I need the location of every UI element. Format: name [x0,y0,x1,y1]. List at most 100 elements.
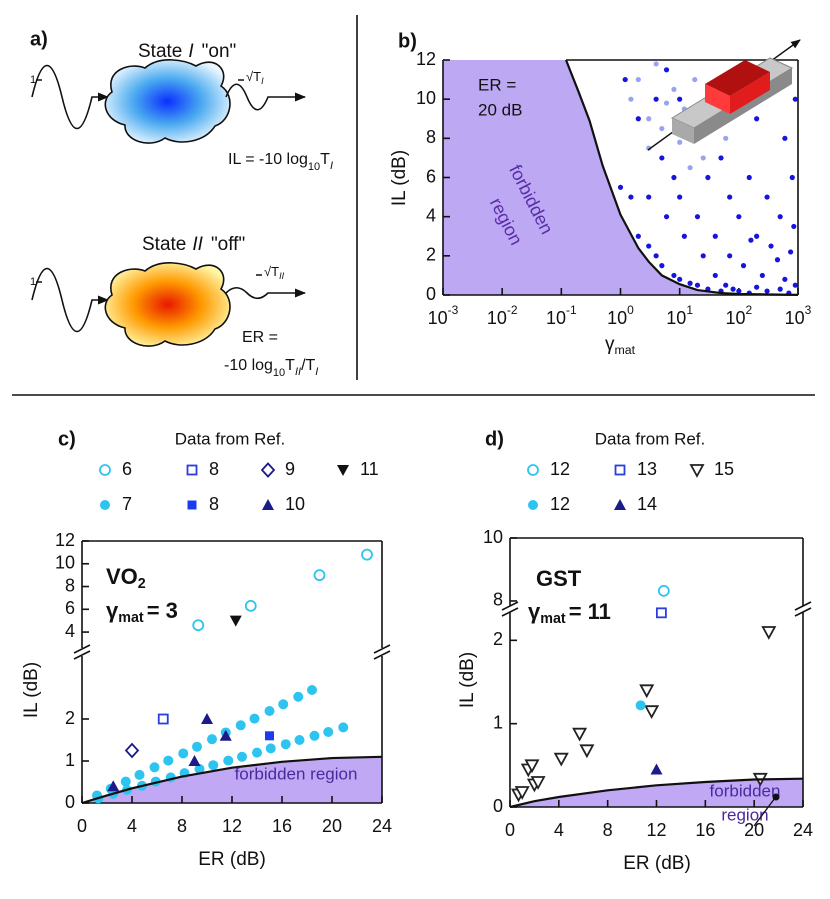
data-point [788,249,794,255]
y-tick-label: 6 [65,598,75,618]
y-axis-label: IL (dB) [21,662,42,718]
annotation: VO2 [106,564,146,592]
x-tick-base: 10 [487,308,507,328]
data-point [646,243,652,249]
x-tick-exponent: -3 [448,303,459,317]
x-tick-label: 10-2 [487,303,518,328]
pcm-front [705,84,730,114]
data-point [694,214,701,220]
annotation: GST [536,566,582,591]
legend-label: 11 [360,459,379,479]
x-tick-label: 0 [505,820,515,840]
axis-break [794,601,812,611]
x-tick-label: 102 [725,303,752,328]
data-point [692,76,698,83]
forbidden-area [443,60,798,295]
annotation-text: γ [106,598,119,623]
input-wave [31,267,108,333]
legend-label: 15 [714,459,734,479]
x-axis-label-text: γ [605,334,615,355]
data-point [639,684,655,699]
x-axis-label: ER (dB) [623,853,691,874]
y-axis-label: IL (dB) [457,652,478,708]
x-tick-label: 8 [177,816,187,836]
output: √T [264,264,279,279]
x-tick-label: 20 [322,816,342,836]
y-tick-label: 0 [493,796,503,816]
x-tick-label: 24 [372,816,392,836]
data-point [646,145,652,151]
data-point [149,762,160,773]
data-point [323,727,334,738]
forbidden-boundary [564,59,799,297]
data-point [223,755,234,766]
data-point [530,776,546,790]
data-point [252,747,262,758]
formula-sub: 10 [273,367,285,379]
panel-label: a) [30,28,48,50]
data-point [671,272,677,279]
state-numeral: II [192,234,203,255]
data-point [628,194,634,200]
x-axis-label: γmat [605,334,636,357]
data-point [644,705,660,720]
data-point [280,739,291,750]
output-sub: I [261,76,264,86]
data-point [192,741,202,752]
data-point [777,286,783,292]
x-tick-label: 0 [77,816,87,836]
data-point [617,184,624,190]
legend-title: Data from Ref. [175,429,286,448]
y-tick-label: 2 [426,245,436,265]
charts: 10-3 10-2 10-1 100 101 102 103024681012b)γmatI… [21,30,813,874]
x-tick-base: 10 [666,308,686,328]
x-tick-label: 10-1 [546,303,577,328]
input-amp: 1 [30,74,36,86]
data-point [754,284,760,290]
data-point [761,626,777,640]
annotation-text: γ [528,599,541,624]
x-tick-label: 100 [607,303,634,328]
x-tick-label: 10-3 [428,303,459,328]
data-point [264,706,275,717]
data-point [338,722,349,733]
data-point [628,96,634,102]
state-name: State [142,234,186,255]
y-tick-label: 2 [493,629,503,649]
data-point [764,288,770,294]
y-tick-label: 4 [426,205,436,225]
legend-label: 7 [122,494,132,514]
legend-label: 8 [209,459,219,479]
legend-label: 13 [637,459,657,479]
y-tick-label: 12 [55,530,75,550]
data-point [740,263,747,269]
legend-label: 12 [550,459,570,479]
data-point [671,86,677,92]
data-point [244,599,257,612]
data-point [635,700,646,711]
axis-break [373,650,391,660]
data-point [265,731,274,741]
data-point [572,727,588,742]
data-point [782,135,788,141]
panel-label: b) [398,30,417,52]
x-tick-label: 16 [272,816,292,836]
y-tick-label: 0 [65,792,75,812]
y-tick-label: 8 [493,590,503,610]
data-point [754,233,760,239]
legend-marker [186,464,198,476]
diagram-panel: a) State I "on" 1 √TI IL = -10 log10TI Sta… [30,28,333,379]
annotation: γmat = 11 [528,599,611,627]
y-tick-label: 0 [426,284,436,304]
data-point [309,730,320,741]
data-point [671,174,677,181]
formula-text: T [285,357,295,374]
data-point [249,713,260,724]
pcm-top [705,60,770,96]
data-point [746,174,752,181]
data-point [278,699,289,710]
axis-break [794,607,812,617]
formula-text: T [320,151,330,168]
x-tick-base: 10 [428,308,448,328]
x-tick-exponent: 3 [805,303,812,317]
